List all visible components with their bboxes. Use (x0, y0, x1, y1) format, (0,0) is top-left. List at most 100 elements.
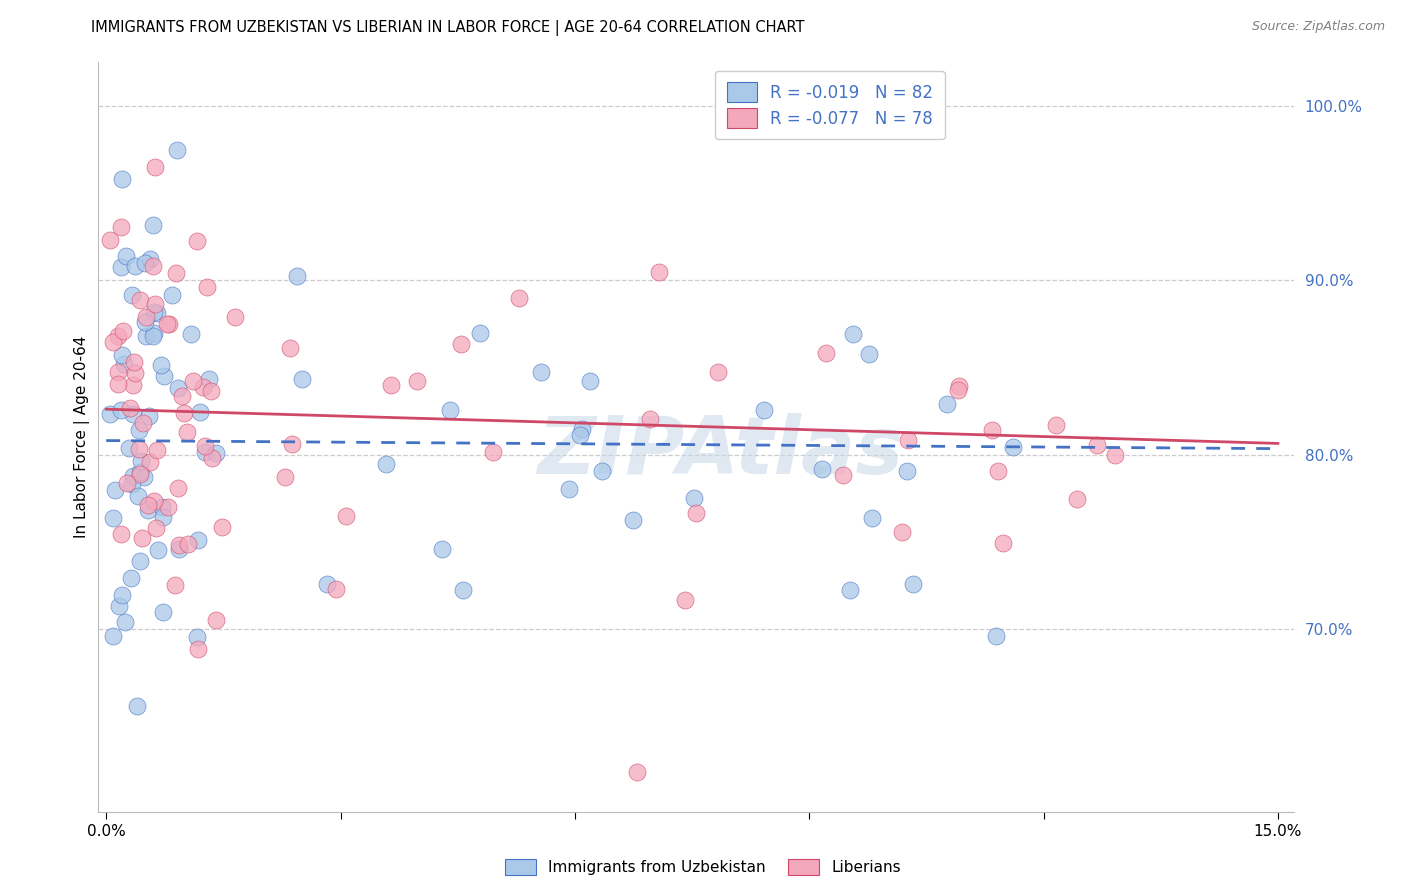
Point (858, 347, 880, 361)
Point (839, 582, 862, 597)
Point (134, 315, 156, 329)
Point (205, 613, 228, 627)
Point (986, 629, 1008, 643)
Point (110, 526, 132, 541)
Point (1045, 418, 1067, 433)
Point (134, 310, 156, 325)
Point (815, 346, 838, 360)
Point (165, 266, 187, 280)
Point (120, 401, 142, 415)
Point (157, 500, 180, 514)
Point (200, 384, 222, 399)
Point (375, 457, 398, 471)
Point (98, 234, 121, 248)
Point (170, 389, 193, 403)
Point (138, 409, 160, 423)
Point (706, 365, 728, 379)
Point (131, 532, 153, 546)
Point (127, 699, 149, 714)
Point (112, 358, 135, 372)
Point (685, 506, 707, 520)
Point (122, 407, 145, 421)
Point (167, 538, 190, 552)
Point (896, 464, 918, 478)
Point (673, 593, 696, 607)
Point (591, 464, 613, 478)
Point (325, 582, 347, 597)
Point (101, 335, 124, 350)
Point (142, 305, 165, 319)
Point (558, 482, 581, 496)
Point (197, 372, 219, 386)
Point (204, 446, 226, 460)
Point (156, 318, 179, 332)
Point (111, 172, 134, 186)
Point (142, 326, 165, 341)
Point (569, 427, 592, 442)
Point (842, 327, 865, 342)
Point (754, 403, 776, 417)
Point (191, 379, 214, 393)
Point (160, 288, 183, 302)
Point (143, 296, 166, 310)
Point (110, 260, 132, 275)
Point (187, 642, 209, 657)
Point (468, 326, 491, 340)
Point (114, 615, 136, 629)
Point (114, 249, 136, 263)
Point (187, 533, 209, 548)
Point (190, 405, 212, 419)
Point (278, 341, 301, 355)
Point (530, 365, 553, 379)
Point (152, 509, 174, 524)
Point (107, 328, 129, 343)
Point (127, 489, 149, 503)
Point (110, 219, 132, 234)
Point (135, 329, 157, 343)
Point (150, 500, 173, 515)
Legend: Immigrants from Uzbekistan, Liberians: Immigrants from Uzbekistan, Liberians (498, 851, 908, 882)
Point (145, 442, 167, 457)
Point (128, 466, 150, 480)
Point (1104, 448, 1126, 462)
Point (153, 368, 176, 383)
Point (145, 521, 167, 535)
Point (146, 542, 169, 557)
Point (120, 571, 142, 585)
Point (993, 536, 1015, 550)
Point (121, 476, 143, 491)
Text: Source: ZipAtlas.com: Source: ZipAtlas.com (1251, 20, 1385, 33)
Point (896, 434, 918, 448)
Point (121, 288, 143, 302)
Point (176, 537, 198, 551)
Point (124, 366, 146, 380)
Point (380, 377, 402, 392)
Point (129, 467, 152, 482)
Point (107, 377, 129, 392)
Point (118, 442, 141, 456)
Point (121, 469, 143, 483)
Point (132, 470, 155, 484)
Point (579, 374, 602, 388)
Point (432, 542, 454, 557)
Point (571, 422, 593, 436)
Point (111, 588, 134, 602)
Point (132, 416, 155, 430)
Point (831, 468, 853, 483)
Point (638, 412, 661, 426)
Text: ZIPAtlas: ZIPAtlas (537, 413, 903, 491)
Point (224, 310, 246, 325)
Point (139, 252, 162, 266)
Point (274, 469, 297, 483)
Point (129, 293, 152, 307)
Point (152, 605, 174, 619)
Point (186, 234, 208, 248)
Point (405, 375, 427, 389)
Point (117, 476, 139, 491)
Point (1066, 491, 1088, 506)
Point (508, 291, 530, 305)
Point (810, 462, 832, 476)
Point (176, 425, 198, 440)
Point (1087, 438, 1109, 452)
Point (98, 407, 121, 421)
